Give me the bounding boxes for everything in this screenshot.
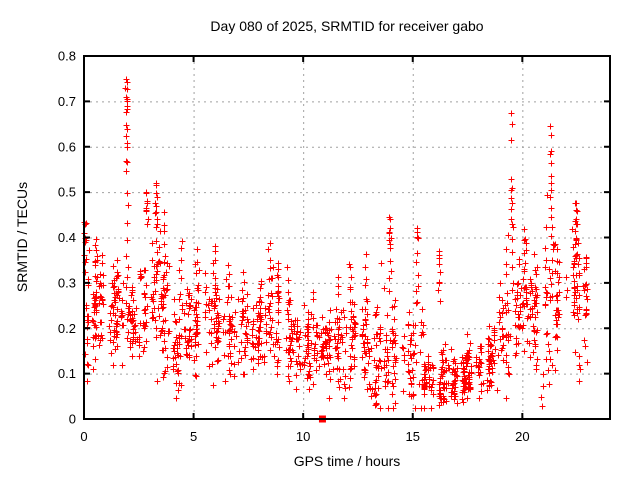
y-tick-label: 0.8 — [58, 49, 76, 64]
y-tick-label: 0.1 — [58, 366, 76, 381]
x-tick-label: 20 — [515, 429, 529, 444]
y-tick-label: 0 — [69, 412, 76, 427]
y-tick-label: 0.7 — [58, 94, 76, 109]
y-tick-label: 0.3 — [58, 275, 76, 290]
scatter-points — [81, 76, 591, 412]
y-tick-label: 0.4 — [58, 230, 76, 245]
y-tick-label: 0.6 — [58, 139, 76, 154]
x-tick-label: 15 — [406, 429, 420, 444]
x-tick-label: 10 — [296, 429, 310, 444]
x-tick-label: 0 — [80, 429, 87, 444]
chart-title: Day 080 of 2025, SRMTID for receiver gab… — [210, 18, 484, 34]
y-tick-label: 0.5 — [58, 185, 76, 200]
x-axis-label: GPS time / hours — [293, 453, 401, 469]
y-tick-label: 0.2 — [58, 321, 76, 336]
x-tick-label: 5 — [190, 429, 197, 444]
